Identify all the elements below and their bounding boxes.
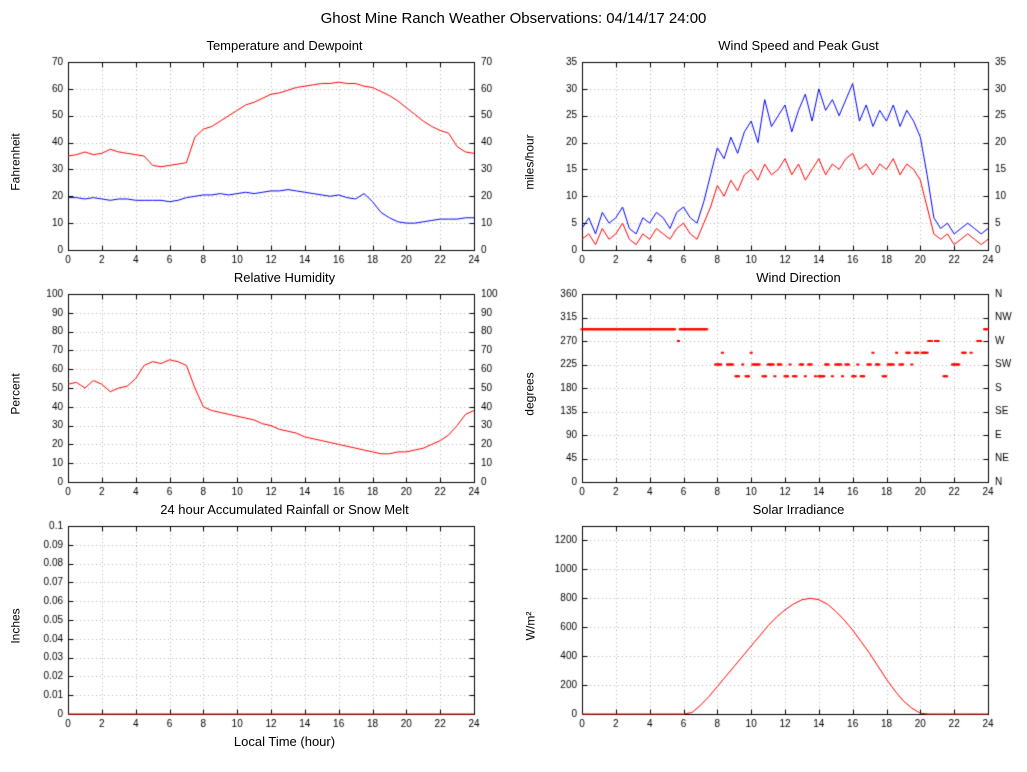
chart-title: Wind Direction xyxy=(756,270,841,285)
y-axis-label: Fahrenheit xyxy=(9,133,23,191)
chart-title: Relative Humidity xyxy=(233,270,336,285)
chart-relative-humidity: Relative Humidity Percent xyxy=(4,268,509,500)
page-title: Ghost Mine Ranch Weather Observations: 0… xyxy=(320,10,707,27)
chart-title: 24 hour Accumulated Rainfall or Snow Mel… xyxy=(160,502,409,517)
y-axis-label-container: W/m² xyxy=(518,520,542,732)
y-axis-label-container: degrees xyxy=(518,288,542,500)
chart-title: Temperature and Dewpoint xyxy=(206,38,363,53)
x-axis-label-spacer xyxy=(518,732,1023,754)
y-axis-label: W/m² xyxy=(523,611,537,641)
rainfall-plot-canvas xyxy=(28,520,508,732)
y-axis-label-container: Fahrenheit xyxy=(4,56,28,268)
plot-row: miles/hour xyxy=(518,56,1023,268)
wind-speed-gust-plot-canvas xyxy=(542,56,1022,268)
y-axis-label-container: miles/hour xyxy=(518,56,542,268)
chart-solar-irradiance: Solar Irradiance W/m² xyxy=(518,500,1023,754)
plot-row: Percent xyxy=(4,288,509,500)
y-axis-label: Inches xyxy=(9,608,24,644)
plot-row: degrees xyxy=(518,288,1023,500)
plot-row: Fahrenheit xyxy=(4,56,509,268)
y-axis-label: Percent xyxy=(9,373,24,415)
solar-irradiance-plot-canvas xyxy=(542,520,1022,732)
charts-grid: Temperature and Dewpoint Fahrenheit Wind… xyxy=(0,36,1027,754)
y-axis-label: miles/hour xyxy=(523,134,538,190)
temperature-dewpoint-plot-canvas xyxy=(28,56,508,268)
y-axis-label-container: Percent xyxy=(4,288,28,500)
plot-row: W/m² xyxy=(518,520,1023,732)
chart-wind-speed-gust: Wind Speed and Peak Gust miles/hour xyxy=(518,36,1023,268)
wind-direction-plot-canvas xyxy=(542,288,1022,500)
chart-title: Solar Irradiance xyxy=(752,502,845,517)
y-axis-label: degrees xyxy=(523,372,537,416)
chart-wind-direction: Wind Direction degrees xyxy=(518,268,1023,500)
x-axis-label: Local Time (hour) xyxy=(233,734,336,749)
relative-humidity-plot-canvas xyxy=(28,288,508,500)
chart-rainfall: 24 hour Accumulated Rainfall or Snow Mel… xyxy=(4,500,509,754)
chart-temperature-dewpoint: Temperature and Dewpoint Fahrenheit xyxy=(4,36,509,268)
plot-row: Inches xyxy=(4,520,509,732)
chart-title: Wind Speed and Peak Gust xyxy=(718,38,879,53)
y-axis-label-container: Inches xyxy=(4,520,28,732)
